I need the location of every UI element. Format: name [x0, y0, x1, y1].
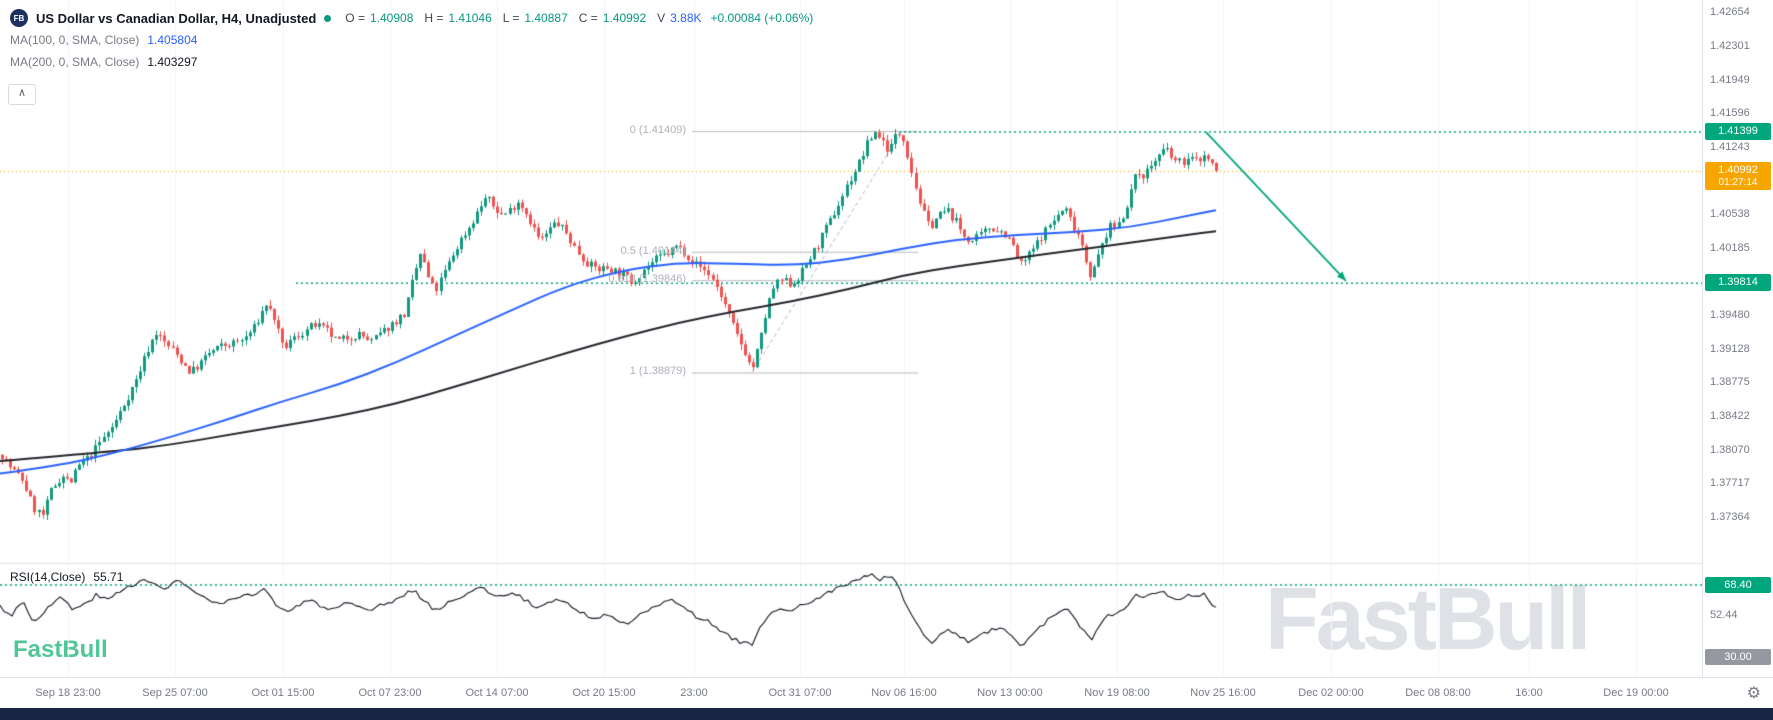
ma100-value: 1.405804 [147, 33, 198, 47]
last-price-badge: 1.40992 01:27:14 [1705, 161, 1771, 190]
fastbull-logo-icon: FB [10, 9, 28, 27]
chart-legend: FB US Dollar vs Canadian Dollar, H4, Una… [10, 7, 813, 73]
market-open-dot-icon [324, 14, 332, 22]
open-value: 1.40908 [369, 11, 414, 25]
price-level-badge: 1.39814 [1705, 274, 1771, 292]
rsi-level-30.00: 30.00 [1705, 648, 1771, 665]
price-tick: 1.37717 [1710, 477, 1750, 490]
fib-level-label: 0.5 (1.40144) [620, 244, 686, 257]
low-value: 1.40887 [524, 11, 568, 25]
ohlc-readout: O = 1.40908 H = 1.41046 L = 1.40887 C = … [339, 11, 813, 25]
time-tick: Nov 06 16:00 [871, 687, 937, 699]
price-level-badge: 1.41399 [1705, 123, 1771, 141]
rsi-level-68.40: 68.40 [1705, 576, 1771, 593]
candle-countdown: 01:27:14 [1718, 176, 1758, 188]
volume-value: 3.88K [670, 11, 702, 25]
price-tick: 1.37364 [1710, 511, 1750, 523]
time-tick: Sep 18 23:00 [35, 687, 101, 699]
ma200-legend-row[interactable]: MA(200, 0, SMA, Close) 1.403297 [10, 51, 813, 73]
rsi-level-52.44: 52.44 [1710, 608, 1738, 621]
time-axis[interactable]: ⚙ Sep 18 23:00 Sep 25 07:00 Oct 01 15:00 Oc… [0, 677, 1773, 709]
fib-level-label: 1 (1.38879) [629, 365, 686, 378]
time-tick: Nov 19 08:00 [1084, 687, 1150, 699]
open-label: O = [345, 11, 365, 25]
time-tick: Oct 07 23:00 [358, 687, 422, 699]
time-tick: Dec 08 08:00 [1405, 687, 1471, 699]
bottom-bar [0, 708, 1773, 720]
time-tick: 23:00 [680, 687, 708, 699]
time-tick: Oct 20 15:00 [572, 687, 636, 699]
fib-level-label: 0.618 (1.39846) [608, 273, 686, 286]
time-tick: Sep 25 07:00 [142, 687, 208, 699]
price-tick: 1.40185 [1710, 241, 1750, 254]
rsi-value: 55.71 [93, 570, 124, 584]
price-tick: 1.41949 [1710, 73, 1750, 86]
low-label: L = [502, 11, 520, 25]
time-tick: Oct 14 07:00 [465, 687, 529, 699]
price-tick: 1.38070 [1710, 443, 1750, 456]
high-label: H = [424, 11, 444, 25]
rsi-label: RSI(14,Close) [10, 570, 86, 584]
price-tick: 1.38775 [1710, 376, 1750, 389]
ma100-legend-row[interactable]: MA(100, 0, SMA, Close) 1.405804 [10, 29, 813, 51]
time-tick: Nov 13 00:00 [977, 687, 1043, 699]
symbol-row: FB US Dollar vs Canadian Dollar, H4, Una… [10, 7, 813, 29]
time-tick: Oct 31 07:00 [768, 687, 832, 699]
ma200-label: MA(200, 0, SMA, Close) [10, 55, 140, 69]
price-tick: 1.38422 [1710, 410, 1750, 423]
time-tick: Nov 25 16:00 [1190, 687, 1256, 699]
fib-level-label: 0 (1.41409) [629, 124, 686, 137]
price-tick: 1.39128 [1710, 342, 1750, 355]
price-tick: 1.42654 [1710, 6, 1750, 19]
price-axis[interactable]: 1.42654 1.42301 1.41949 1.41596 1.41243 1.405… [1702, 0, 1773, 708]
close-label: C = [578, 11, 598, 25]
collapse-legend-button[interactable]: ∧ [8, 84, 36, 105]
rsi-legend[interactable]: RSI(14,Close) 55.71 [10, 570, 123, 584]
time-tick: Oct 01 15:00 [251, 687, 315, 699]
price-tick: 1.42301 [1710, 39, 1750, 52]
close-value: 1.40992 [602, 11, 647, 25]
gear-icon[interactable]: ⚙ [1746, 685, 1761, 702]
volume-label: V [657, 11, 666, 25]
high-value: 1.41046 [448, 11, 492, 25]
symbol-title[interactable]: US Dollar vs Canadian Dollar, H4, Unadju… [36, 10, 317, 26]
price-tick: 1.41596 [1710, 107, 1750, 120]
price-tick: 1.41243 [1710, 140, 1750, 153]
ma200-value: 1.403297 [147, 55, 198, 69]
time-tick: 16:00 [1515, 687, 1543, 699]
price-tick: 1.39480 [1710, 309, 1750, 322]
time-tick: Dec 02 00:00 [1298, 687, 1364, 699]
time-tick: Dec 19 00:00 [1603, 687, 1669, 699]
price-tick: 1.40538 [1710, 208, 1750, 221]
ma100-label: MA(100, 0, SMA, Close) [10, 33, 140, 47]
last-price-value: 1.40992 [1718, 163, 1758, 176]
change-value: +0.00084 (+0.06%) [710, 11, 814, 25]
